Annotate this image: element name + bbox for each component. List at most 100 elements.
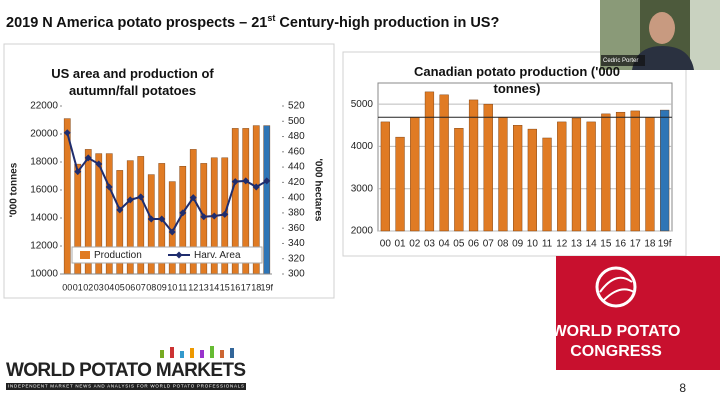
x-tick-label: 00 — [380, 239, 392, 250]
x-tick-label: 14 — [586, 239, 598, 250]
x-tick-label: 08 — [146, 282, 156, 292]
title-part: Century-high production in US? — [275, 14, 500, 31]
bar — [263, 125, 271, 275]
y-tick-label: 16000 — [30, 185, 58, 196]
bar — [557, 121, 567, 232]
x-tick-label: 02 — [83, 282, 93, 292]
legend-swatch — [80, 251, 90, 259]
marker — [252, 183, 260, 191]
legend-box — [71, 246, 263, 264]
x-tick-label: 16 — [615, 239, 627, 250]
y-tick-label: 14000 — [30, 213, 58, 224]
x-tick-label: 13 — [199, 282, 209, 292]
logo-line: CONGRESS — [570, 343, 662, 360]
x-tick-label: 06 — [125, 282, 135, 292]
marker — [210, 212, 218, 220]
marker — [168, 228, 176, 236]
legend-label: Production — [94, 250, 142, 261]
marker — [179, 209, 187, 217]
x-tick-label: 05 — [453, 239, 465, 250]
chart-title: US area and production of autumn/fall po… — [51, 66, 214, 98]
x-tick-label: 11 — [542, 239, 553, 250]
marker — [116, 206, 124, 214]
y2-tick-label: 340 — [288, 238, 305, 249]
title-part: 2019 N America potato prospects – 21 — [6, 14, 268, 31]
y2-tick-label: 500 — [288, 116, 305, 127]
x-tick-label: 13 — [571, 239, 583, 250]
x-tick-label: 07 — [483, 239, 495, 250]
bar — [527, 128, 537, 232]
logo-tagline: INDEPENDENT MARKET NEWS AND ANALYSIS FOR… — [8, 384, 244, 389]
x-tick-label: 12 — [556, 239, 568, 250]
x-tick-label: 19f — [658, 239, 672, 250]
bar — [542, 137, 552, 232]
y2-tick-label: 480 — [288, 131, 305, 142]
marker — [200, 213, 208, 221]
x-tick-label: 03 — [424, 239, 436, 250]
x-tick-label: 10 — [527, 239, 539, 250]
bar — [630, 110, 640, 232]
bar — [660, 109, 670, 232]
bar — [439, 94, 449, 232]
marker — [231, 178, 239, 186]
x-tick-label: 08 — [497, 239, 509, 250]
x-tick-label: 19f — [260, 282, 273, 292]
x-tick-label: 01 — [394, 239, 406, 250]
x-tick-label: 14 — [209, 282, 219, 292]
presenter-name: Cedric Porter — [603, 58, 638, 64]
y-tick-label: 18000 — [30, 157, 58, 168]
x-tick-label: 09 — [157, 282, 167, 292]
x-tick-label: 15 — [220, 282, 230, 292]
y-tick-label: 22000 — [30, 101, 58, 112]
legend-swatch — [175, 251, 183, 259]
x-tick-label: 10 — [167, 282, 177, 292]
bar — [410, 117, 420, 232]
marker — [137, 193, 145, 201]
bar — [454, 128, 464, 232]
page-number: 8 — [679, 381, 686, 395]
marker — [263, 177, 271, 185]
y2-tick-label: 460 — [288, 146, 305, 157]
x-tick-label: 16 — [230, 282, 240, 292]
y2-tick-label: 400 — [288, 192, 305, 203]
y2-axis-label: '000 hectares — [312, 159, 323, 222]
x-tick-label: 00 — [62, 282, 72, 292]
y-tick-label: 4000 — [351, 141, 374, 152]
y2-tick-label: 300 — [288, 269, 305, 280]
y2-tick-label: 520 — [288, 101, 305, 112]
y-tick-label: 3000 — [351, 183, 374, 194]
marker — [221, 210, 229, 218]
y-tick-label: 5000 — [351, 99, 374, 110]
y-tick-label: 20000 — [30, 129, 58, 140]
bar — [645, 117, 655, 232]
chart-title: Canadian potato production ('000 tonnes) — [413, 64, 621, 96]
marker — [158, 215, 166, 223]
y-tick-label: 10000 — [30, 269, 58, 280]
y2-tick-label: 440 — [288, 162, 305, 173]
bar — [571, 117, 582, 232]
y-axis-label: '000 tonnes — [9, 162, 20, 217]
x-tick-label: 01 — [73, 282, 83, 292]
marker — [105, 183, 113, 191]
bar — [586, 121, 596, 232]
bar — [424, 91, 435, 232]
marker — [63, 129, 71, 137]
marker — [84, 154, 92, 162]
x-tick-label: 15 — [600, 239, 612, 250]
logo-name: WORLD POTATO MARKETS — [6, 360, 246, 381]
logo-line: WORLD POTATO — [552, 323, 681, 340]
y-tick-label: 12000 — [30, 241, 58, 252]
y2-tick-label: 320 — [288, 253, 305, 264]
marker — [74, 168, 82, 176]
x-tick-label: 18 — [251, 282, 261, 292]
marker — [147, 215, 155, 223]
bar — [468, 99, 479, 232]
marker — [95, 160, 103, 168]
marker — [189, 194, 197, 202]
logo-left: WORLD POTATO MARKETS INDEPENDENT MARKET … — [6, 346, 246, 390]
y2-tick-label: 360 — [288, 223, 305, 234]
bar — [601, 113, 611, 232]
legend-label: Harv. Area — [194, 250, 241, 261]
webcam: Cedric Porter — [600, 0, 720, 70]
